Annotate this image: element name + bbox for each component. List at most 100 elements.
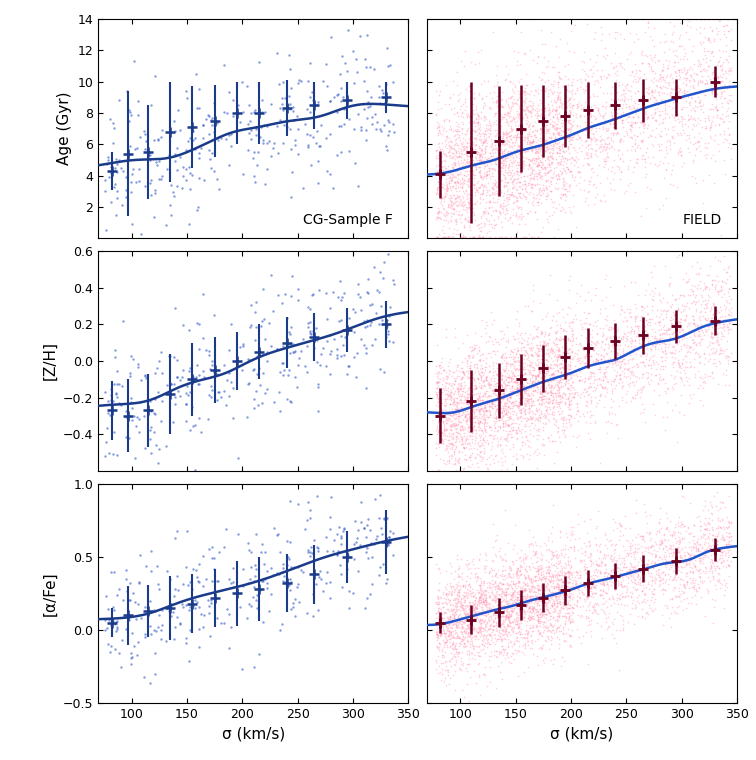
Point: [640, 559, 652, 571]
Point: [574, 109, 586, 122]
Point: [540, 608, 552, 620]
Point: [354, 539, 366, 551]
Point: [517, 452, 529, 464]
Point: [283, 49, 295, 62]
Point: [485, 210, 497, 222]
Point: [609, 26, 621, 38]
Point: [518, 125, 530, 138]
Point: [720, 364, 732, 376]
Point: [587, 606, 599, 618]
Point: [284, 603, 296, 615]
Point: [444, 626, 456, 638]
Point: [433, 188, 445, 201]
Point: [488, 540, 500, 553]
Point: [662, 55, 674, 67]
Point: [556, 413, 568, 426]
Point: [457, 442, 469, 454]
Point: [479, 607, 491, 619]
Point: [610, 106, 622, 119]
Point: [649, 340, 662, 353]
Point: [656, 588, 668, 600]
Point: [475, 411, 487, 423]
Point: [462, 460, 474, 472]
Point: [483, 581, 495, 593]
Point: [457, 116, 469, 128]
Point: [478, 629, 490, 641]
Point: [629, 134, 641, 146]
Point: [539, 608, 551, 620]
Point: [629, 58, 641, 70]
Point: [451, 404, 463, 416]
Point: [487, 518, 499, 530]
Point: [654, 574, 666, 586]
Point: [715, 556, 727, 568]
Point: [533, 616, 545, 628]
Point: [511, 375, 523, 388]
Point: [630, 67, 642, 79]
Point: [384, 525, 396, 537]
Point: [452, 385, 464, 397]
Point: [168, 378, 180, 390]
Point: [477, 635, 489, 647]
Point: [521, 616, 533, 628]
Point: [564, 602, 576, 614]
Point: [489, 612, 501, 624]
Point: [496, 93, 508, 106]
Point: [513, 378, 525, 390]
Point: [349, 157, 361, 169]
Point: [450, 578, 462, 591]
Point: [613, 355, 625, 367]
Point: [716, 546, 728, 558]
Point: [474, 191, 486, 203]
Point: [522, 136, 534, 148]
Point: [677, 578, 689, 591]
Point: [676, 325, 688, 337]
Point: [610, 624, 622, 636]
Point: [528, 600, 540, 613]
Point: [475, 424, 487, 436]
Point: [497, 369, 509, 382]
Point: [531, 99, 544, 111]
Point: [544, 185, 556, 198]
Point: [482, 390, 494, 402]
Point: [497, 168, 510, 180]
Point: [503, 102, 515, 114]
Point: [655, 144, 668, 157]
Point: [545, 192, 557, 204]
Point: [717, 315, 730, 328]
Point: [476, 143, 488, 155]
Point: [562, 614, 575, 626]
Point: [488, 204, 500, 217]
Point: [516, 155, 528, 167]
Point: [454, 597, 466, 610]
Point: [479, 584, 491, 596]
Point: [553, 556, 565, 568]
Point: [645, 63, 657, 75]
Point: [692, 91, 704, 103]
Point: [562, 84, 574, 96]
Point: [692, 543, 704, 556]
Point: [476, 451, 488, 464]
Point: [650, 565, 662, 577]
Point: [542, 104, 554, 116]
Point: [563, 566, 575, 578]
Point: [444, 633, 456, 645]
Point: [535, 561, 547, 573]
Point: [459, 616, 471, 628]
Point: [709, 61, 721, 73]
Point: [651, 337, 663, 350]
Point: [605, 600, 617, 612]
Point: [510, 619, 522, 631]
Point: [439, 615, 451, 627]
Point: [629, 103, 641, 115]
Point: [540, 635, 552, 647]
Point: [682, 142, 694, 154]
Point: [465, 422, 477, 434]
Point: [503, 129, 516, 141]
Point: [500, 108, 512, 120]
Point: [667, 121, 679, 133]
Point: [685, 297, 697, 309]
Point: [714, 549, 726, 561]
Point: [487, 622, 499, 635]
Point: [483, 614, 495, 626]
